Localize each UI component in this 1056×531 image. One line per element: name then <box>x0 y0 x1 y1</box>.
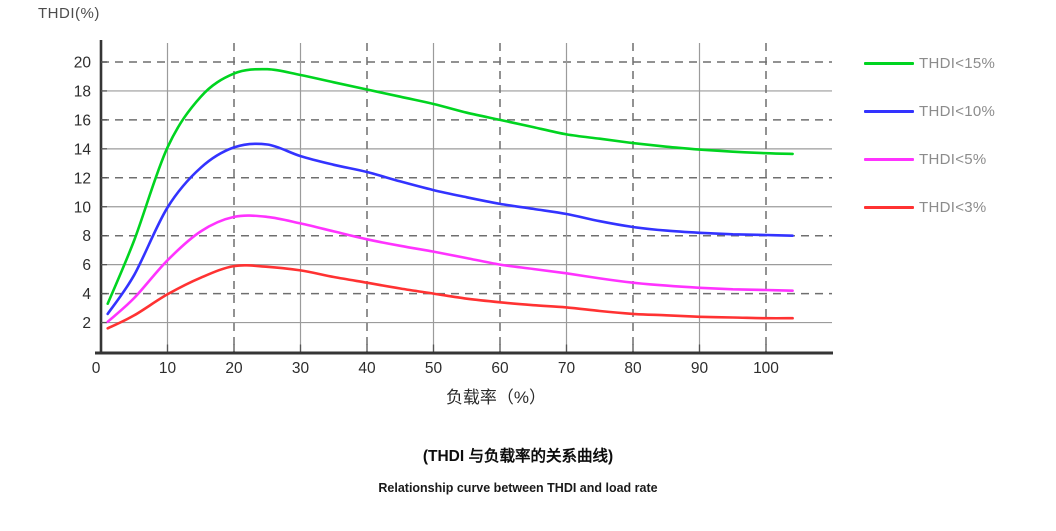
caption-english: Relationship curve between THDI and load… <box>378 481 658 495</box>
x-tick-label-40: 40 <box>358 360 376 377</box>
x-tick-label-70: 70 <box>558 360 576 377</box>
x-tick-label-0: 0 <box>92 360 101 377</box>
legend-item-thdi-10: THDI<10% <box>864 100 995 122</box>
y-tick-label-18: 18 <box>74 83 91 100</box>
legend-item-thdi-3: THDI<3% <box>864 196 995 218</box>
y-tick-label-8: 8 <box>82 228 91 245</box>
legend-label: THDI<15% <box>919 54 996 72</box>
y-tick-label-14: 14 <box>74 141 92 158</box>
legend-item-thdi-5: THDI<5% <box>864 148 995 170</box>
legend-label: THDI<5% <box>919 150 987 168</box>
thdi-load-rate-chart: 0 10 20 30 40 50 60 70 80 90 100 2 4 6 8 10 12 14 16 18 20 <box>74 40 833 377</box>
legend-label: THDI<3% <box>919 198 987 216</box>
x-tick-label-30: 30 <box>292 360 310 377</box>
legend: THDI<15% THDI<10% THDI<5% THDI<3% <box>864 52 995 218</box>
x-tick-label-50: 50 <box>425 360 443 377</box>
curve-thdi-3- <box>106 264 794 330</box>
x-tick-label-10: 10 <box>159 360 177 377</box>
y-tick-label-2: 2 <box>82 315 91 332</box>
y-tick-label-16: 16 <box>74 112 91 129</box>
y-axis-title: THDI(%) <box>38 5 100 22</box>
caption-chinese: (THDI 与负载率的关系曲线) <box>422 448 614 465</box>
legend-item-thdi-15: THDI<15% <box>864 52 995 74</box>
legend-swatch-red <box>864 205 914 209</box>
x-axis-title: 负载率（%） <box>445 388 547 407</box>
x-tick-label-60: 60 <box>491 360 509 377</box>
y-tick-label-12: 12 <box>74 170 91 187</box>
y-tick-label-4: 4 <box>82 286 91 303</box>
x-tick-label-20: 20 <box>225 360 243 377</box>
curve-thdi-10- <box>106 142 794 316</box>
legend-swatch-blue <box>864 109 914 113</box>
y-tick-label-20: 20 <box>74 55 92 72</box>
x-tick-label-80: 80 <box>624 360 642 377</box>
x-tick-label-100: 100 <box>753 360 779 377</box>
y-tick-label-10: 10 <box>74 199 92 216</box>
legend-swatch-magenta <box>864 157 914 161</box>
y-tick-label-6: 6 <box>82 257 91 274</box>
curve-thdi-5- <box>106 214 794 324</box>
curve-thdi-15- <box>106 67 794 305</box>
legend-swatch-green <box>864 61 914 65</box>
legend-label: THDI<10% <box>919 102 996 120</box>
x-tick-label-90: 90 <box>691 360 709 377</box>
